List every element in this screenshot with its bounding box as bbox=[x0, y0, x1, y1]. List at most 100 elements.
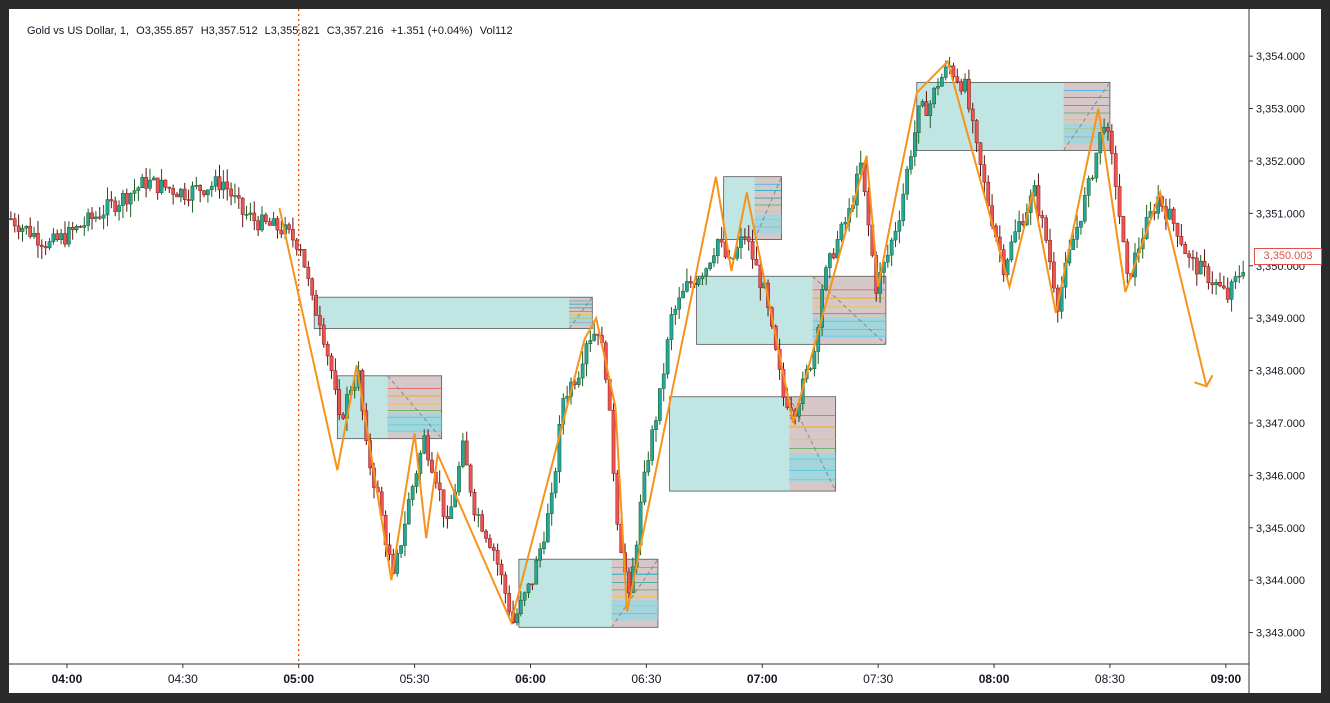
time-tick-label: 06:00 bbox=[515, 672, 546, 686]
candle-body bbox=[1233, 276, 1238, 283]
candle-body bbox=[1171, 208, 1176, 224]
candle-body bbox=[329, 355, 334, 371]
candle-body bbox=[1214, 281, 1218, 286]
candle-body bbox=[213, 176, 218, 187]
candle-body bbox=[1005, 259, 1010, 276]
symbol-legend: Gold vs US Dollar, 1, O3,355.857 H3,357.… bbox=[27, 25, 517, 37]
candle-body bbox=[229, 188, 233, 197]
candle-body bbox=[1222, 285, 1226, 289]
candle-body bbox=[1079, 220, 1083, 228]
candle-body bbox=[186, 199, 191, 201]
candle-body bbox=[688, 281, 693, 284]
zigzag-line bbox=[278, 59, 1208, 626]
candle-body bbox=[1113, 153, 1118, 187]
candle-body bbox=[924, 101, 929, 116]
candle-body bbox=[414, 473, 419, 487]
candle-body bbox=[82, 225, 87, 228]
candle-body bbox=[333, 370, 338, 390]
candle-body bbox=[279, 229, 284, 235]
candle-body bbox=[1194, 257, 1199, 275]
candle-body bbox=[669, 314, 674, 340]
zone-fib-band bbox=[569, 316, 593, 326]
candle-body bbox=[151, 177, 156, 181]
price-tick-label: 3,352.000 bbox=[1256, 156, 1305, 168]
candle-body bbox=[1094, 152, 1099, 179]
candle-body bbox=[661, 373, 666, 389]
candle-body bbox=[225, 181, 230, 190]
candle-body bbox=[472, 492, 477, 516]
candle-body bbox=[410, 486, 415, 500]
zone-box bbox=[314, 297, 570, 329]
candle-body bbox=[51, 233, 56, 242]
time-tick-label: 06:30 bbox=[631, 672, 661, 686]
candle-body bbox=[217, 176, 222, 191]
candle-body bbox=[194, 185, 199, 187]
candle-body bbox=[843, 222, 848, 225]
candle-body bbox=[291, 229, 295, 241]
candle-body bbox=[549, 492, 554, 514]
candle-body bbox=[681, 290, 685, 299]
candle-body bbox=[171, 188, 175, 195]
candle-body bbox=[584, 343, 589, 365]
candle-body bbox=[275, 218, 280, 231]
price-axis-bg bbox=[1249, 9, 1321, 693]
time-tick-label: 07:00 bbox=[747, 672, 778, 686]
candle-body bbox=[101, 214, 106, 219]
candle-body bbox=[12, 218, 17, 227]
candle-body bbox=[615, 473, 620, 525]
candle-body bbox=[159, 179, 164, 193]
candle-body bbox=[94, 216, 98, 219]
candle-body bbox=[812, 351, 817, 369]
candle-body bbox=[144, 177, 148, 189]
candle-body bbox=[457, 466, 461, 493]
zone-outline bbox=[669, 396, 837, 492]
candle-body bbox=[542, 541, 546, 550]
candle-body bbox=[715, 239, 720, 256]
candle-body bbox=[260, 214, 264, 231]
candle-body bbox=[9, 218, 13, 220]
zone-fib-band bbox=[611, 600, 658, 621]
candle-body bbox=[271, 218, 276, 226]
candle-body bbox=[1198, 260, 1203, 275]
candle-body bbox=[341, 414, 345, 419]
candle-body bbox=[132, 190, 137, 194]
zone-outline bbox=[696, 275, 887, 345]
candle-body bbox=[967, 78, 971, 110]
candle-body bbox=[1044, 217, 1049, 241]
time-tick-label: 09:00 bbox=[1210, 672, 1241, 686]
candle-body bbox=[897, 220, 902, 232]
candle-body bbox=[522, 592, 527, 601]
candle-body bbox=[1117, 186, 1122, 217]
candle-body bbox=[1218, 281, 1222, 287]
candle-body bbox=[592, 333, 597, 341]
current-price-tag: 3,350.003 bbox=[1254, 248, 1322, 265]
candle-body bbox=[495, 550, 500, 565]
candle-body bbox=[1009, 241, 1014, 261]
candle-body bbox=[646, 460, 651, 473]
candle-body bbox=[352, 387, 357, 391]
chart-canvas[interactable]: 3,354.000 3,353.000 3,352.000 3,351.000 3,35… bbox=[9, 9, 1321, 693]
candle-body bbox=[36, 232, 40, 246]
candle-body bbox=[750, 240, 755, 260]
candle-body bbox=[39, 244, 44, 247]
zones-layer bbox=[313, 81, 1111, 628]
candle-body bbox=[545, 513, 550, 543]
candle-body bbox=[240, 197, 245, 215]
candle-body bbox=[117, 205, 121, 212]
candle-body bbox=[66, 227, 71, 245]
legend-close: C3,357.216 bbox=[326, 25, 384, 37]
candle-body bbox=[974, 120, 979, 144]
candle-body bbox=[337, 389, 342, 416]
zone-outline bbox=[916, 81, 1111, 151]
candle-body bbox=[1225, 287, 1230, 300]
candle-body bbox=[109, 199, 114, 202]
candle-body bbox=[426, 435, 430, 461]
candle-body bbox=[464, 440, 469, 466]
candle-body bbox=[441, 489, 446, 517]
candle-body bbox=[719, 239, 724, 243]
candle-body bbox=[90, 212, 94, 219]
candle-body bbox=[461, 440, 465, 467]
candle-body bbox=[754, 259, 759, 266]
candle-body bbox=[824, 267, 828, 290]
candle-body bbox=[654, 420, 658, 430]
